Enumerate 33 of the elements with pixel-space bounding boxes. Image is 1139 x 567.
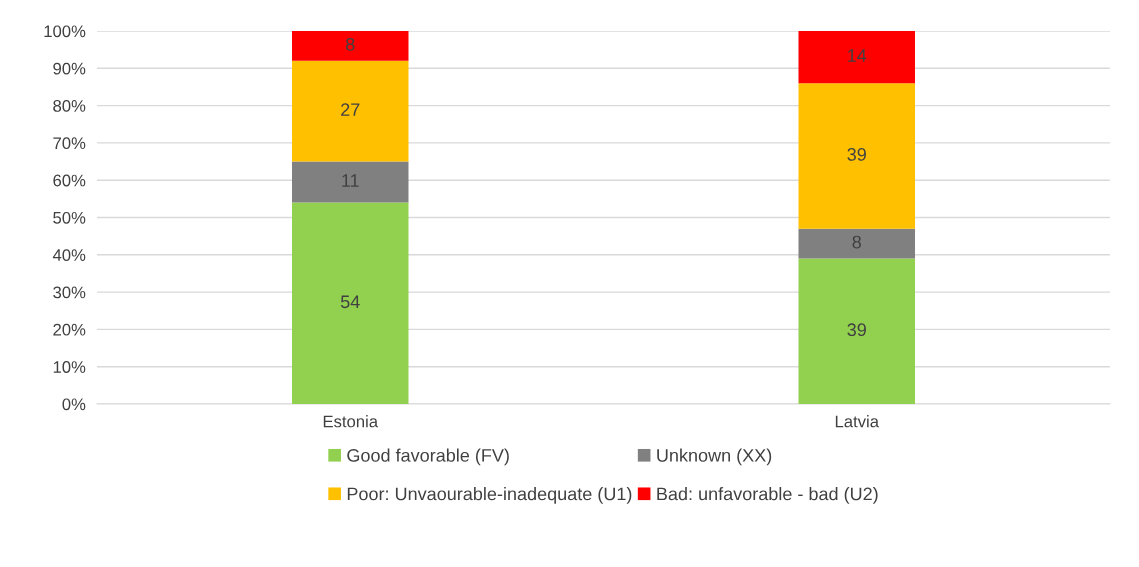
- data-label: 14: [848, 49, 867, 62]
- data-label: 39: [847, 323, 866, 337]
- legend-label: Bad: unfavorable - bad (U2): [657, 487, 878, 504]
- y-tick-label: 70%: [53, 137, 86, 150]
- legend-label: Good favorable (FV): [347, 448, 509, 466]
- data-label: 54: [340, 295, 360, 309]
- data-label: 11: [342, 174, 359, 187]
- bar: [292, 202, 409, 404]
- y-tick-label: 30%: [53, 286, 86, 299]
- bar: [798, 31, 915, 84]
- y-tick-label: 10%: [53, 361, 86, 373]
- bar: [292, 60, 409, 162]
- bar: [798, 83, 915, 229]
- data-label: 27: [341, 103, 360, 116]
- y-tick-label: 60%: [53, 174, 86, 187]
- y-tick-label: 20%: [53, 323, 86, 336]
- x-tick-label: Estonia: [323, 415, 379, 428]
- y-tick-label: 50%: [53, 211, 86, 224]
- y-tick-label: 0%: [62, 398, 86, 411]
- legend-label: Unknown (XX): [657, 448, 772, 466]
- x-tick-label: Latvia: [835, 415, 879, 428]
- bar: [292, 161, 409, 203]
- bar: [798, 258, 915, 404]
- data-label: 8: [346, 37, 355, 51]
- data-label: 39: [847, 148, 866, 161]
- y-tick-label: 90%: [53, 62, 86, 75]
- data-label: 8: [852, 235, 861, 249]
- y-tick-label: 40%: [52, 249, 86, 261]
- legend-label: Poor: Unvaourable-inadequate (U1): [347, 487, 632, 504]
- bar: [292, 31, 409, 61]
- bar: [798, 228, 915, 259]
- y-tick-label: 100%: [44, 25, 86, 38]
- y-tick-label: 80%: [53, 100, 86, 112]
